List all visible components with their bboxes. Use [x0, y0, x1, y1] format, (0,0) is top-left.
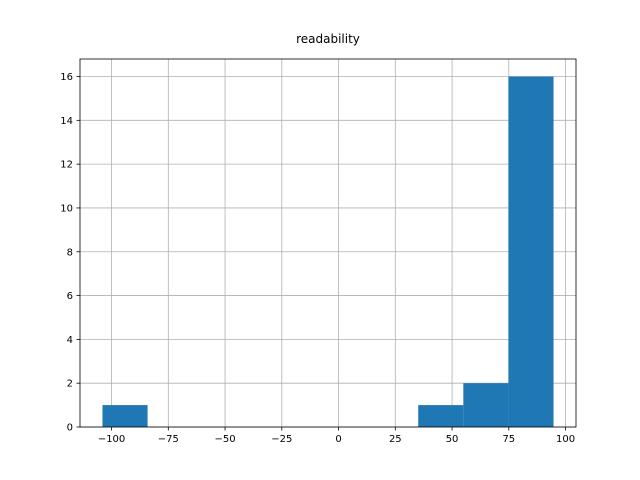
x-tick-label: −75 [158, 434, 179, 445]
x-tick-label: 0 [335, 434, 341, 445]
bar [463, 383, 509, 427]
y-tick-label: 6 [67, 291, 73, 302]
y-tick-label: 16 [60, 72, 73, 83]
x-tick-label: 50 [446, 434, 459, 445]
x-tick-label: 100 [556, 434, 575, 445]
y-tick-label: 0 [67, 423, 73, 434]
y-tick-label: 8 [67, 247, 73, 258]
y-tick-label: 4 [67, 335, 73, 346]
y-tick-label: 10 [60, 203, 73, 214]
y-tick-label: 12 [60, 160, 73, 171]
x-tick-label: 75 [502, 434, 515, 445]
axes-frame [79, 58, 577, 428]
x-tick-label: −50 [214, 434, 235, 445]
x-tick-label: −25 [271, 434, 292, 445]
bar [418, 405, 464, 427]
x-tick-label: −100 [98, 434, 125, 445]
x-tick-label: 25 [389, 434, 402, 445]
bar [508, 76, 554, 428]
y-tick-label: 2 [67, 379, 73, 390]
y-tick-label: 14 [60, 116, 73, 127]
bar [102, 405, 148, 427]
chart-title: readability [296, 32, 360, 46]
